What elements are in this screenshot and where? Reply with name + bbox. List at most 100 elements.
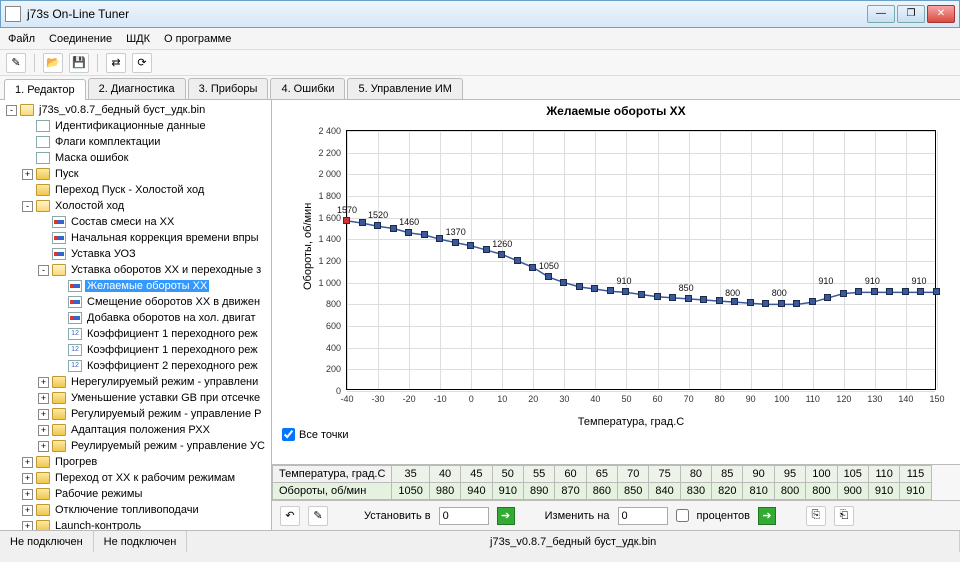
expand-icon[interactable]: + [38,377,49,388]
copy-button[interactable]: ⎘ [806,506,826,526]
table-cell[interactable]: 800 [774,483,805,500]
chart-point[interactable] [669,294,676,301]
tree-node[interactable]: +Переход от ХХ к рабочим режимам [2,470,269,486]
chart-point[interactable] [622,288,629,295]
chart-point[interactable] [343,217,350,224]
tree-node[interactable]: +Адаптация положения РХХ [2,422,269,438]
tool-sync-icon[interactable]: ⟳ [132,53,152,73]
chart-point[interactable] [576,283,583,290]
chart-point[interactable] [467,242,474,249]
minimize-button[interactable]: — [867,5,895,23]
chart-point[interactable] [374,222,381,229]
table-col-header[interactable]: 115 [900,466,931,483]
chart-point[interactable] [731,298,738,305]
change-value-input[interactable] [618,507,668,525]
table-cell[interactable]: 940 [461,483,492,500]
table-col-header[interactable]: 110 [868,466,899,483]
tree-node[interactable]: 12Коэффициент 1 переходного реж [2,342,269,358]
menu-shdk[interactable]: ШДК [126,33,150,45]
chart-point[interactable] [483,246,490,253]
chart-point[interactable] [716,297,723,304]
tree-node[interactable]: Маска ошибок [2,150,269,166]
expand-icon[interactable]: - [38,265,49,276]
expand-icon[interactable]: + [22,521,33,531]
chart-plot[interactable]: 02004006008001 0001 2001 4001 6001 8002 … [306,120,946,420]
change-apply-button[interactable]: ➔ [758,507,776,525]
tree-node[interactable]: Состав смеси на ХХ [2,214,269,230]
tree-node[interactable]: -Холостой ход [2,198,269,214]
table-cell[interactable]: 910 [492,483,523,500]
tool-link-icon[interactable]: ⇄ [106,53,126,73]
expand-icon[interactable]: + [22,505,33,516]
chart-point[interactable] [886,288,893,295]
tree-node[interactable]: +Пуск [2,166,269,182]
tool-save-icon[interactable]: 💾 [69,53,89,73]
table-col-header[interactable]: 50 [492,466,523,483]
table-cell[interactable]: 980 [429,483,460,500]
table-col-header[interactable]: 35 [392,466,429,483]
expand-icon[interactable]: + [22,457,33,468]
tree-node[interactable]: Уставка УОЗ [2,246,269,262]
tree-node[interactable]: Добавка оборотов на хол. двигат [2,310,269,326]
set-apply-button[interactable]: ➔ [497,507,515,525]
table-col-header[interactable]: 75 [649,466,680,483]
table-col-header[interactable]: 80 [680,466,711,483]
data-table[interactable]: Температура, град.С354045505560657075808… [272,465,932,500]
expand-icon[interactable]: - [22,201,33,212]
expand-icon[interactable]: + [38,441,49,452]
tree-node[interactable]: -Уставка оборотов ХХ и переходные з [2,262,269,278]
tree-view[interactable]: -j73s_v0.8.7_бедный буст_удк.binИдентифи… [0,100,272,530]
chart-point[interactable] [498,251,505,258]
expand-icon[interactable]: + [38,393,49,404]
table-cell[interactable]: 870 [555,483,586,500]
tree-node[interactable]: +Прогрев [2,454,269,470]
chart-point[interactable] [359,219,366,226]
table-cell[interactable]: 900 [837,483,868,500]
tree-node[interactable]: +Нерегулируемый режим - управлени [2,374,269,390]
chart-point[interactable] [514,257,521,264]
table-cell[interactable]: 810 [743,483,774,500]
chart-point[interactable] [638,291,645,298]
chart-point[interactable] [405,229,412,236]
table-cell[interactable]: 910 [900,483,931,500]
chart-point[interactable] [855,288,862,295]
expand-icon[interactable]: + [22,169,33,180]
table-col-header[interactable]: 70 [618,466,649,483]
tree-node[interactable]: +Отключение топливоподачи [2,502,269,518]
chart-point[interactable] [560,279,567,286]
tree-node[interactable]: Переход Пуск - Холостой ход [2,182,269,198]
table-col-header[interactable]: 95 [774,466,805,483]
chart-point[interactable] [902,288,909,295]
table-col-header[interactable]: 105 [837,466,868,483]
chart-point[interactable] [762,300,769,307]
chart-point[interactable] [390,225,397,232]
table-col-header[interactable]: 65 [586,466,617,483]
chart-point[interactable] [607,287,614,294]
tree-node[interactable]: Начальная коррекция времени впры [2,230,269,246]
chart-point[interactable] [917,288,924,295]
chart-point[interactable] [747,299,754,306]
tab-errors[interactable]: 4. Ошибки [270,78,345,99]
expand-icon[interactable]: + [38,425,49,436]
close-button[interactable]: ✕ [927,5,955,23]
table-col-header[interactable]: 85 [712,466,743,483]
tab-control[interactable]: 5. Управление ИМ [347,78,463,99]
tree-node[interactable]: +Реулируемый режим - управление УС [2,438,269,454]
set-value-input[interactable] [439,507,489,525]
tab-instruments[interactable]: 3. Приборы [188,78,269,99]
tree-node[interactable]: Идентификационные данные [2,118,269,134]
maximize-button[interactable]: ❐ [897,5,925,23]
brush-button[interactable]: ✎ [308,506,328,526]
tree-node[interactable]: -j73s_v0.8.7_бедный буст_удк.bin [2,102,269,118]
tree-node[interactable]: 12Коэффициент 2 переходного реж [2,358,269,374]
table-cell[interactable]: 1050 [392,483,429,500]
expand-icon[interactable]: + [38,409,49,420]
chart-point[interactable] [809,298,816,305]
table-cell[interactable]: 890 [523,483,554,500]
tool-brush-icon[interactable]: ✎ [6,53,26,73]
table-cell[interactable]: 830 [680,483,711,500]
chart-point[interactable] [840,290,847,297]
tree-node[interactable]: Смещение оборотов ХХ в движен [2,294,269,310]
table-col-header[interactable]: 40 [429,466,460,483]
all-points-checkbox[interactable] [282,428,295,441]
